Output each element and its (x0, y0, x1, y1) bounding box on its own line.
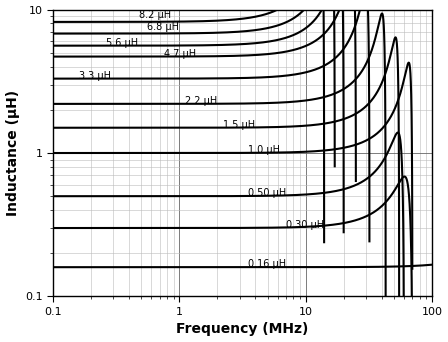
Text: 1.0 μH: 1.0 μH (248, 145, 280, 155)
X-axis label: Frequency (MHz): Frequency (MHz) (177, 323, 309, 337)
Text: 0.30 μH: 0.30 μH (286, 220, 324, 230)
Text: 2.2 μH: 2.2 μH (185, 96, 217, 106)
Text: 4.7 μH: 4.7 μH (164, 49, 196, 59)
Text: 3.3 μH: 3.3 μH (79, 71, 111, 81)
Text: 0.50 μH: 0.50 μH (248, 188, 286, 198)
Text: 1.5 μH: 1.5 μH (223, 120, 255, 130)
Text: 0.16 μH: 0.16 μH (248, 259, 286, 269)
Text: 5.6 μH: 5.6 μH (106, 38, 138, 48)
Text: 6.8 μH: 6.8 μH (146, 23, 179, 32)
Y-axis label: Inductance (μH): Inductance (μH) (5, 90, 20, 216)
Text: 8.2 μH: 8.2 μH (139, 10, 171, 20)
